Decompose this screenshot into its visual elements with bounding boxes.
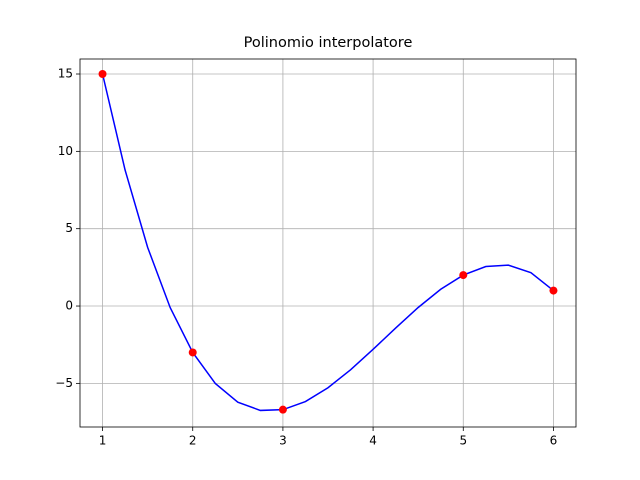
y-tick-label: 0 (65, 299, 73, 313)
point (549, 286, 558, 295)
y-tick-label: 5 (65, 221, 73, 235)
point (188, 348, 197, 357)
curve (101, 73, 554, 412)
point (98, 70, 107, 79)
y-tick-label: 10 (58, 144, 73, 158)
x-tick-label: 2 (189, 434, 197, 448)
x-tick-label: 4 (369, 434, 377, 448)
plot-frame (79, 58, 577, 428)
x-tick-label: 3 (279, 434, 287, 448)
point (278, 405, 287, 414)
x-tick-label: 5 (459, 434, 467, 448)
x-tick-label: 1 (99, 434, 107, 448)
chart-title: Polinomio interpolatore (244, 35, 413, 51)
y-tick-label: −5 (55, 376, 73, 390)
y-tick-label: 15 (58, 67, 73, 81)
point (459, 271, 468, 280)
x-tick-label: 6 (550, 434, 558, 448)
